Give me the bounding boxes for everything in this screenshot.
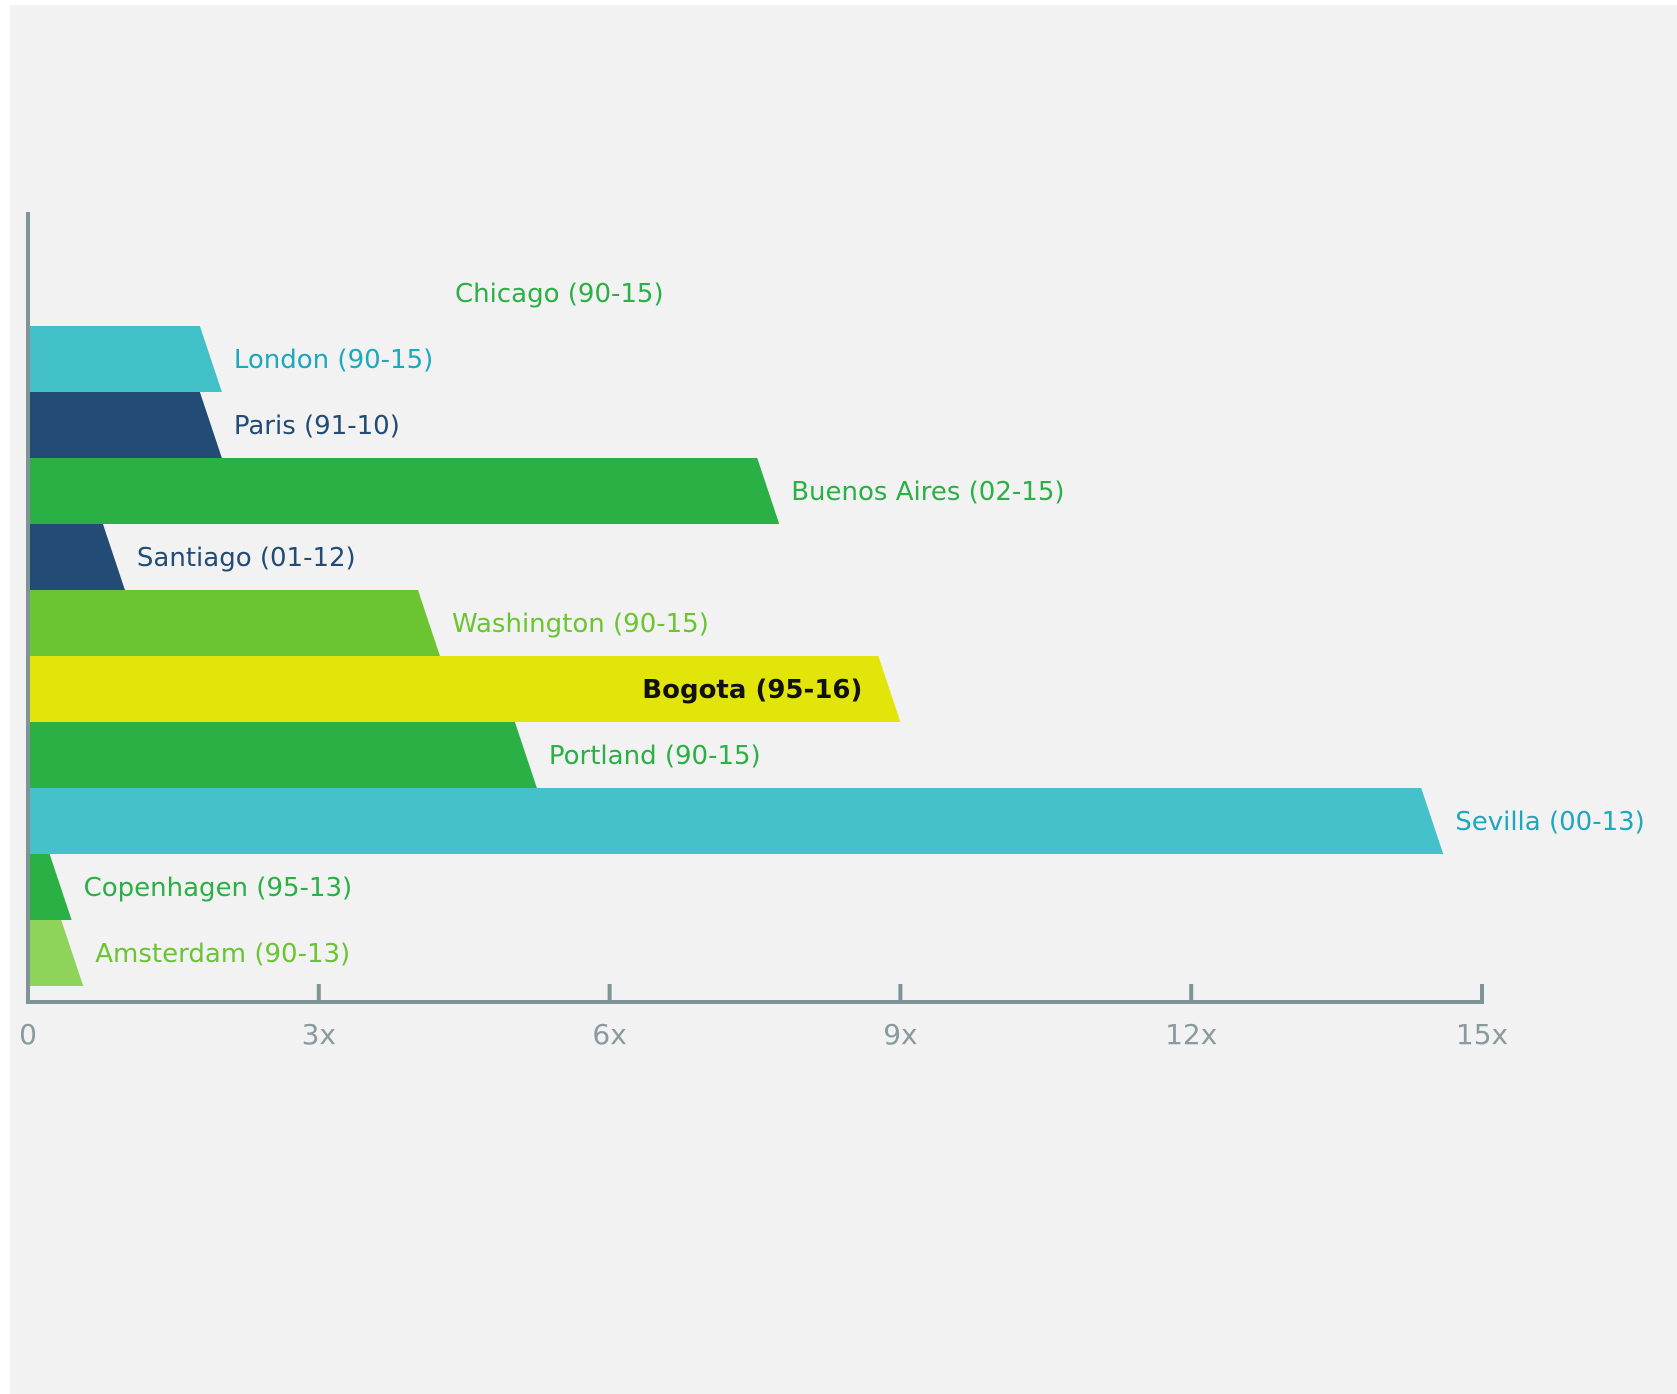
bar-bogota (28, 656, 901, 722)
bar-washington (28, 590, 440, 656)
bar-label-chicago: Chicago (90-15) (455, 279, 664, 309)
bar-label-bogota: Bogota (95-16) (642, 675, 862, 705)
bars-layer (28, 326, 1444, 986)
bar-labels-layer: Chicago (90-15) London (90-15) Paris (91-1… (84, 279, 1645, 969)
x-tick-label-6: 6x (592, 1018, 626, 1051)
chart-panel: Chicago (90-15) London (90-15) Paris (91-1… (10, 5, 1677, 1394)
bar-portland (28, 722, 537, 788)
bar-paris (28, 392, 222, 458)
x-tick-label-15: 15x (1456, 1018, 1508, 1051)
bar-label-paris: Paris (91-10) (234, 411, 400, 441)
x-tick-label-9: 9x (883, 1018, 917, 1051)
bar-buenos (28, 458, 780, 524)
bar-label-portland: Portland (90-15) (549, 741, 761, 771)
x-tick-label-0: 0 (19, 1018, 37, 1051)
x-tick-label-3: 3x (302, 1018, 336, 1051)
bar-label-amsterdam: Amsterdam (90-13) (95, 939, 350, 969)
x-tick-label-12: 12x (1165, 1018, 1217, 1051)
bar-label-santiago: Santiago (01-12) (137, 543, 356, 573)
bar-amsterdam (28, 920, 84, 986)
bar-chart: Chicago (90-15) London (90-15) Paris (91-1… (19, 212, 1645, 1051)
bar-london (28, 326, 222, 392)
bar-santiago (28, 524, 125, 590)
bar-label-copenhagen: Copenhagen (95-13) (84, 873, 353, 903)
bar-label-washington: Washington (90-15) (452, 609, 709, 639)
bar-label-sevilla: Sevilla (00-13) (1455, 807, 1645, 837)
axes-layer: 0 3x 6x 9x 12x 15x (19, 212, 1508, 1051)
bar-label-london: London (90-15) (234, 345, 433, 375)
bar-label-buenos: Buenos Aires (02-15) (791, 477, 1064, 507)
bar-copenhagen (28, 854, 72, 920)
bar-sevilla (28, 788, 1444, 854)
